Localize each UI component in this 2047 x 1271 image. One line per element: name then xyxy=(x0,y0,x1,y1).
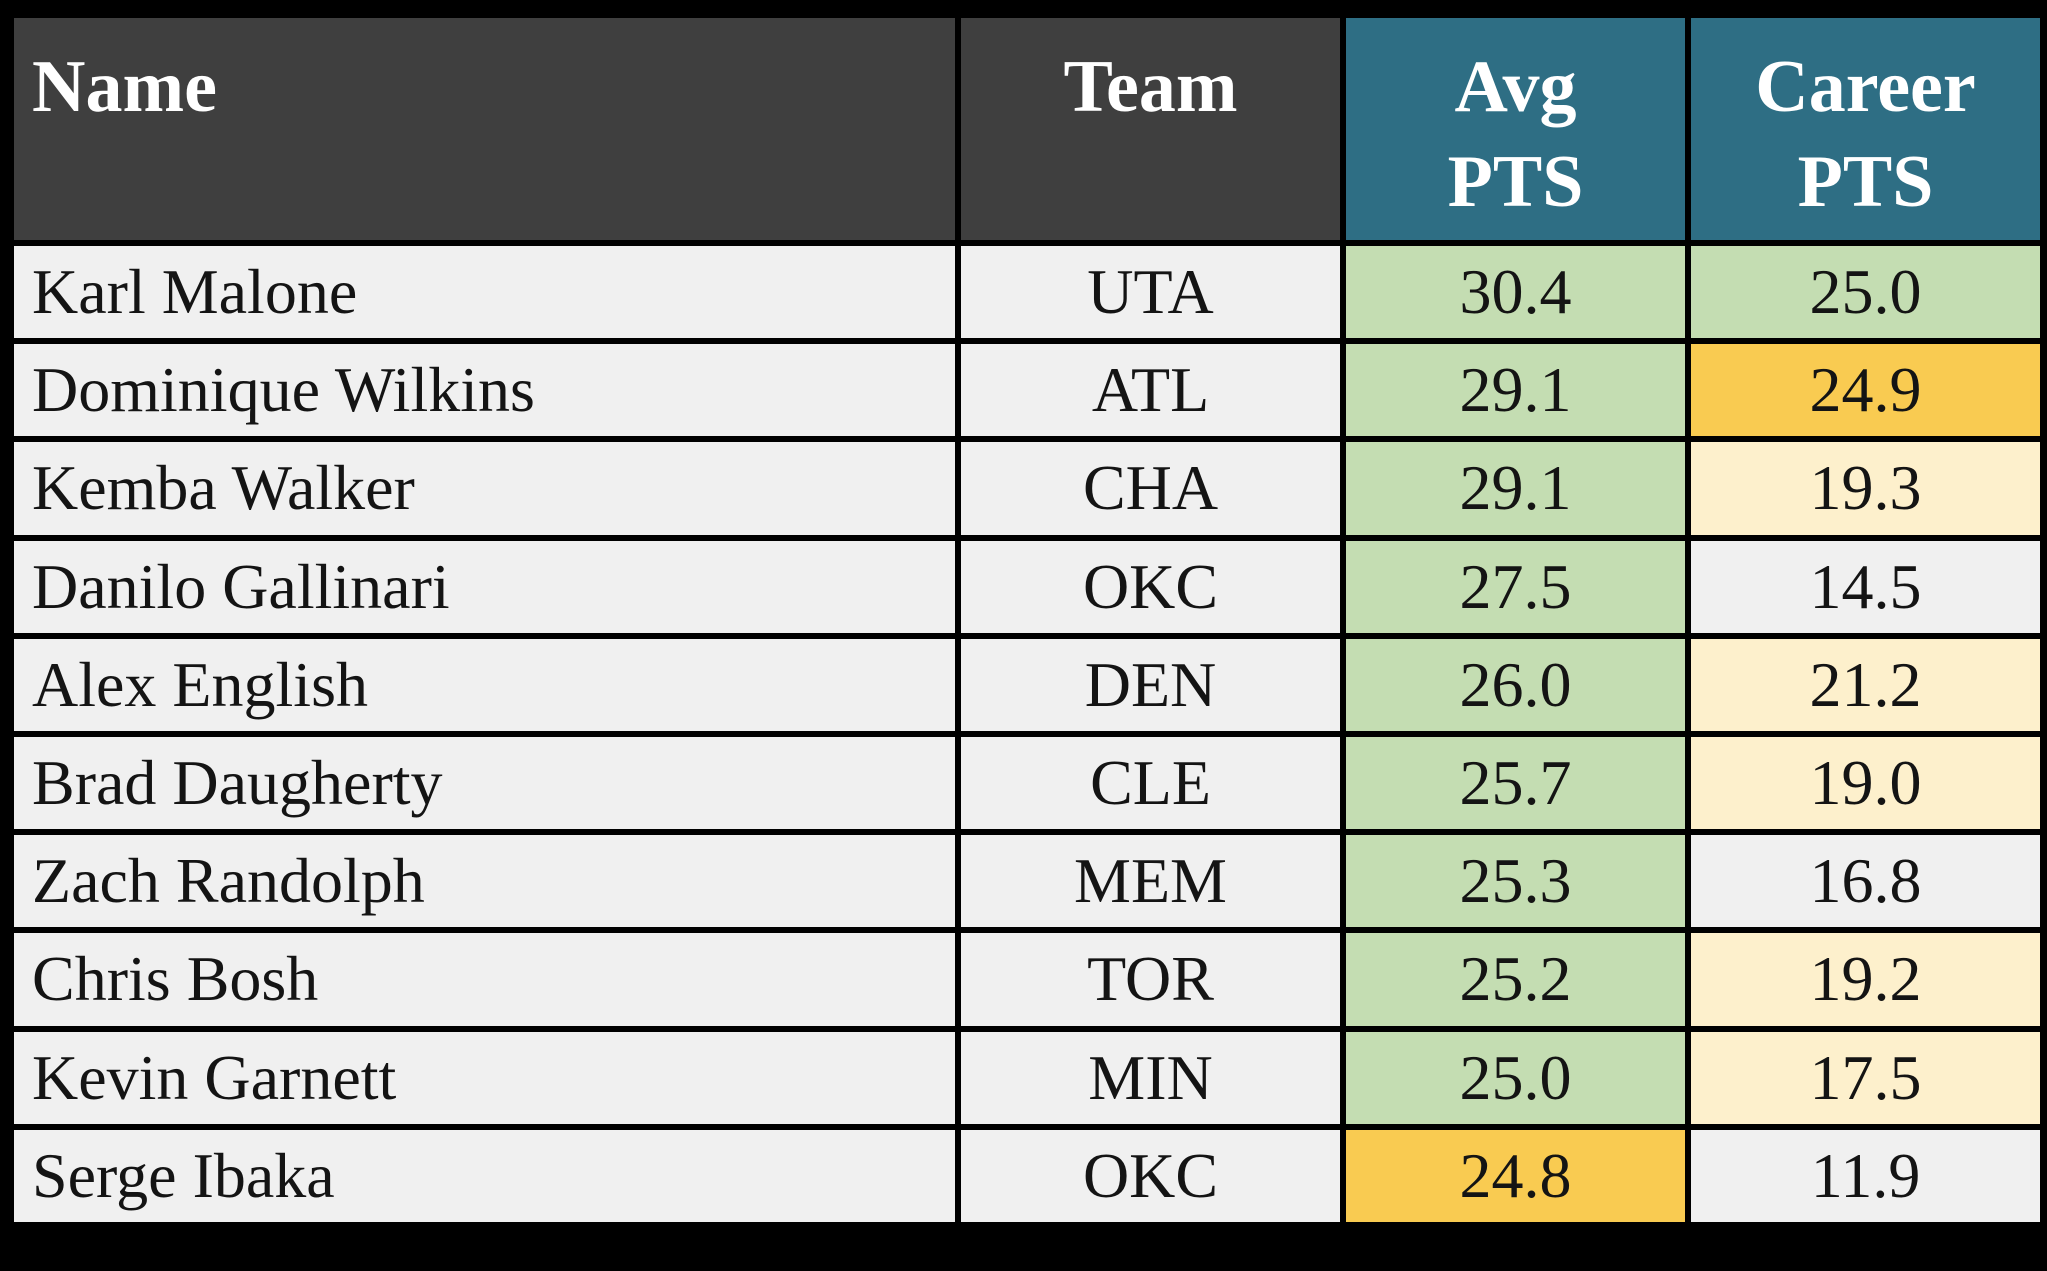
table-row: Kemba Walker CHA 29.1 19.3 xyxy=(8,436,2046,541)
avg-pts-cell: 29.1 xyxy=(1340,436,1691,541)
team-cell: TOR xyxy=(955,927,1346,1032)
header-row: Name Team Avg PTS Career PTS xyxy=(8,12,2046,246)
avg-pts-cell: 25.7 xyxy=(1340,730,1691,836)
table-row: Karl Malone UTA 30.4 25.0 xyxy=(8,239,2046,345)
team-cell: CLE xyxy=(955,730,1346,836)
avg-pts-cell: 27.5 xyxy=(1340,534,1691,639)
header-career-line1: Career xyxy=(1755,46,1976,128)
table-row: Kevin Garnett MIN 25.0 17.5 xyxy=(8,1025,2046,1130)
player-name-cell: Danilo Gallinari xyxy=(8,534,961,639)
player-name-cell: Serge Ibaka xyxy=(8,1123,961,1229)
career-pts-cell: 14.5 xyxy=(1685,534,2046,639)
player-name-cell: Kemba Walker xyxy=(8,436,961,541)
team-cell: DEN xyxy=(955,632,1346,737)
team-cell: ATL xyxy=(955,338,1346,443)
player-name-cell: Dominique Wilkins xyxy=(8,338,961,443)
player-name-cell: Karl Malone xyxy=(8,239,961,345)
player-name-cell: Kevin Garnett xyxy=(8,1025,961,1130)
table-row: Alex English DEN 26.0 21.2 xyxy=(8,632,2046,737)
team-cell: CHA xyxy=(955,436,1346,541)
career-pts-cell: 24.9 xyxy=(1685,338,2046,443)
player-name-cell: Zach Randolph xyxy=(8,829,961,934)
avg-pts-cell: 25.3 xyxy=(1340,829,1691,934)
career-pts-cell: 17.5 xyxy=(1685,1025,2046,1130)
header-career-line2: PTS xyxy=(1797,140,1934,223)
career-pts-cell: 19.3 xyxy=(1685,436,2046,541)
avg-pts-cell: 26.0 xyxy=(1340,632,1691,737)
team-cell: OKC xyxy=(955,1123,1346,1229)
table-row: Dominique Wilkins ATL 29.1 24.9 xyxy=(8,338,2046,443)
team-cell: OKC xyxy=(955,534,1346,639)
table-row: Danilo Gallinari OKC 27.5 14.5 xyxy=(8,534,2046,639)
player-stats-table: Name Team Avg PTS Career PTS Karl Malone U… xyxy=(8,12,2046,1229)
career-pts-cell: 19.0 xyxy=(1685,730,2046,836)
table-row: Brad Daugherty CLE 25.7 19.0 xyxy=(8,730,2046,836)
avg-pts-cell: 25.0 xyxy=(1340,1025,1691,1130)
career-pts-cell: 19.2 xyxy=(1685,927,2046,1032)
avg-pts-cell: 30.4 xyxy=(1340,239,1691,345)
header-avg-pts: Avg PTS xyxy=(1340,12,1691,246)
team-cell: UTA xyxy=(955,239,1346,345)
player-name-cell: Brad Daugherty xyxy=(8,730,961,836)
team-cell: MEM xyxy=(955,829,1346,934)
table-row: Chris Bosh TOR 25.2 19.2 xyxy=(8,927,2046,1032)
header-career-pts: Career PTS xyxy=(1685,12,2046,246)
player-name-cell: Chris Bosh xyxy=(8,927,961,1032)
table-row: Zach Randolph MEM 25.3 16.8 xyxy=(8,829,2046,934)
career-pts-cell: 16.8 xyxy=(1685,829,2046,934)
table-row: Serge Ibaka OKC 24.8 11.9 xyxy=(8,1123,2046,1229)
player-name-cell: Alex English xyxy=(8,632,961,737)
career-pts-cell: 25.0 xyxy=(1685,239,2046,345)
avg-pts-cell: 25.2 xyxy=(1340,927,1691,1032)
career-pts-cell: 21.2 xyxy=(1685,632,2046,737)
header-name: Name xyxy=(8,12,961,246)
header-avg-line1: Avg xyxy=(1454,46,1577,128)
header-avg-line2: PTS xyxy=(1447,140,1584,223)
header-team: Team xyxy=(955,12,1346,246)
avg-pts-cell: 24.8 xyxy=(1340,1123,1691,1229)
career-pts-cell: 11.9 xyxy=(1685,1123,2046,1229)
avg-pts-cell: 29.1 xyxy=(1340,338,1691,443)
team-cell: MIN xyxy=(955,1025,1346,1130)
